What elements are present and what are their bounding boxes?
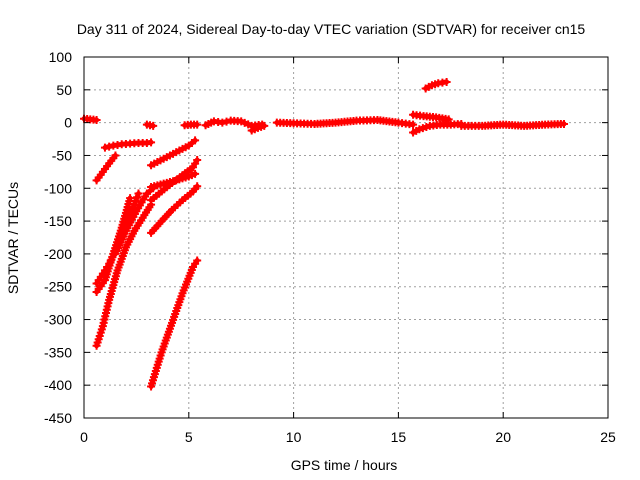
- chart-title: Day 311 of 2024, Sidereal Day-to-day VTE…: [77, 21, 586, 37]
- series-seg-k: [147, 156, 202, 205]
- y-tick-label: -50: [52, 147, 72, 163]
- data-point: [193, 120, 202, 129]
- data-point: [134, 189, 143, 198]
- series-seg-t: [421, 77, 451, 93]
- data-point: [193, 156, 202, 165]
- series-seg-s: [409, 110, 453, 124]
- data-point: [131, 196, 140, 205]
- x-tick-label: 10: [286, 429, 302, 445]
- x-tick-label: 0: [80, 429, 88, 445]
- series-seg-f: [92, 200, 156, 350]
- series-seg-n: [180, 120, 202, 130]
- series-seg-i: [147, 136, 200, 170]
- data-point: [559, 119, 568, 128]
- data-point: [193, 256, 202, 265]
- data-point: [409, 120, 418, 129]
- data-point: [191, 169, 200, 178]
- series-seg-o: [201, 116, 267, 130]
- data-point: [193, 182, 202, 191]
- axis-ticks: 100500-50-100-150-200-250-300-350-400-45…: [44, 49, 616, 445]
- data-point: [191, 136, 200, 145]
- x-tick-label: 5: [185, 429, 193, 445]
- x-axis-label: GPS time / hours: [291, 457, 398, 473]
- data-point: [149, 121, 158, 130]
- series-seg-a: [80, 114, 101, 125]
- data-point: [442, 77, 451, 86]
- data-points: [80, 77, 568, 391]
- series-seg-g: [111, 184, 158, 258]
- y-tick-label: -400: [44, 377, 72, 393]
- grid-lines: [84, 57, 608, 418]
- x-tick-label: 15: [391, 429, 407, 445]
- series-seg-r: [409, 119, 466, 137]
- series-seg-p: [247, 121, 269, 135]
- y-tick-label: -200: [44, 246, 72, 262]
- series-seg-u: [457, 119, 568, 130]
- y-tick-label: -150: [44, 213, 72, 229]
- y-axis-label: SDTVAR / TECUs: [5, 182, 21, 294]
- series-seg-l: [147, 182, 202, 237]
- x-tick-label: 20: [495, 429, 511, 445]
- y-tick-label: -350: [44, 344, 72, 360]
- y-tick-label: 0: [64, 115, 72, 131]
- data-point: [92, 116, 101, 125]
- data-point: [444, 115, 453, 124]
- series-line: [94, 153, 118, 183]
- y-tick-label: 50: [56, 82, 72, 98]
- y-tick-label: -300: [44, 312, 72, 328]
- y-tick-label: 100: [49, 49, 73, 65]
- data-point: [133, 193, 142, 202]
- data-point: [111, 151, 120, 160]
- x-tick-label: 25: [600, 429, 616, 445]
- series-seg-c: [100, 138, 156, 152]
- series-seg-b: [92, 151, 120, 185]
- y-tick-label: -100: [44, 180, 72, 196]
- series-seg-m: [147, 256, 202, 391]
- series-seg-q: [272, 116, 418, 129]
- data-point: [260, 121, 269, 130]
- data-point: [126, 194, 135, 203]
- y-tick-label: -250: [44, 279, 72, 295]
- data-point: [147, 138, 156, 147]
- y-tick-label: -450: [44, 410, 72, 426]
- series-seg-h: [142, 120, 158, 130]
- plot-frame: [83, 56, 609, 419]
